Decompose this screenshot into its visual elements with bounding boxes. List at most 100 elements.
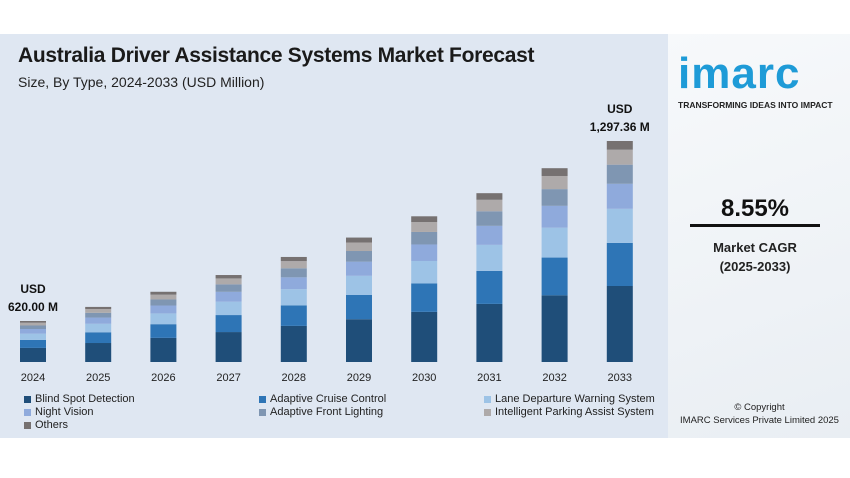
bar-segment (476, 303, 503, 362)
bar-segment (85, 306, 112, 310)
bar-segment (150, 337, 177, 362)
bar-segment (150, 305, 177, 314)
bar-segment (280, 325, 307, 362)
x-tick-label: 2028 (282, 372, 306, 384)
bar-segment (476, 244, 503, 271)
bar-segment (606, 242, 633, 287)
bar-segment (476, 199, 503, 212)
bar-segment (346, 319, 372, 362)
bar-segment (541, 189, 568, 206)
bar-segment (606, 149, 633, 165)
legend-swatch (259, 409, 266, 416)
bar-segment (411, 311, 438, 362)
legend-item: Others (24, 419, 259, 432)
bar-segment (346, 237, 372, 243)
legend-label: Lane Departure Warning System (495, 393, 655, 405)
bar-segment (20, 322, 46, 326)
cagr-label: Market CAGR (2025-2033) (690, 238, 820, 276)
legend-item: Adaptive Cruise Control (259, 393, 484, 406)
chart-title: Australia Driver Assistance Systems Mark… (18, 44, 535, 67)
cagr-label-text: Market CAGR (713, 240, 797, 255)
bar-segment (85, 317, 112, 324)
copyright: © Copyright IMARC Services Private Limite… (672, 401, 847, 427)
bar-segment (280, 256, 307, 262)
x-tick-label: 2027 (216, 372, 240, 384)
bar-segment (215, 301, 242, 316)
bar-segment (476, 211, 503, 226)
x-tick-label: 2026 (151, 372, 175, 384)
cagr-divider (690, 224, 820, 227)
x-tick-label: 2024 (21, 372, 45, 384)
bar-segment (541, 168, 568, 176)
info-panel (668, 34, 850, 438)
legend: Blind Spot Detection Adaptive Cruise Cont… (24, 393, 664, 432)
legend-item: Night Vision (24, 406, 259, 419)
bar-segment (541, 257, 568, 296)
legend-label: Blind Spot Detection (35, 393, 135, 405)
bar-segment (20, 329, 46, 334)
bar-segment (280, 305, 307, 326)
legend-label: Adaptive Cruise Control (270, 393, 387, 405)
legend-swatch (484, 409, 491, 416)
brand-tagline: TRANSFORMING IDEAS INTO IMPACT (678, 100, 833, 110)
bar-segment (541, 295, 568, 362)
legend-item: Adaptive Front Lighting (259, 406, 484, 419)
bar-segment (215, 291, 242, 302)
bar-chart: 2024 2025 2026 2027 2028 2029 2030 2031 2032 2033… (8, 102, 650, 384)
legend-label: Adaptive Front Lighting (270, 406, 384, 418)
legend-item: Intelligent Parking Assist System (484, 406, 664, 419)
bar-segment (85, 332, 112, 344)
legend-label: Intelligent Parking Assist System (495, 406, 654, 418)
chart-subtitle: Size, By Type, 2024-2033 (USD Million) (18, 74, 265, 90)
bar-segment (280, 268, 307, 278)
bar-segment (606, 286, 633, 362)
x-tick-label: 2029 (347, 372, 371, 384)
x-tick-label: 2031 (477, 372, 501, 384)
bar-segment (411, 231, 438, 245)
bar-segment (411, 244, 438, 261)
imarc-logo: imarc (678, 49, 801, 98)
bar-segment (20, 325, 46, 330)
bar-segment (85, 343, 112, 362)
legend-label: Night Vision (35, 406, 94, 418)
cagr-period: (2025-2033) (719, 259, 791, 274)
bar-segment (606, 183, 633, 209)
bar-segment (476, 270, 503, 304)
legend-label: Others (35, 419, 69, 431)
legend-swatch (24, 396, 31, 403)
legend-item: Lane Departure Warning System (484, 393, 664, 406)
bar-segment (85, 309, 112, 313)
bar-segment (476, 193, 503, 200)
bar-segment (411, 260, 438, 284)
bar-segment (150, 291, 177, 295)
copyright-line2: IMARC Services Private Limited 2025 (680, 415, 839, 426)
bar-segment (476, 225, 503, 245)
bar-segment (606, 164, 633, 184)
legend-swatch (24, 422, 31, 429)
legend-swatch (259, 396, 266, 403)
bar-segment (215, 284, 242, 292)
bar-segment (20, 339, 46, 348)
bar-segment (606, 208, 633, 243)
x-tick-label: 2032 (542, 372, 566, 384)
bar-segment (20, 333, 46, 340)
bar-segment (150, 324, 177, 338)
x-tick-label: 2025 (86, 372, 110, 384)
x-tick-label: 2030 (412, 372, 436, 384)
bar-segment (150, 294, 177, 300)
bar-segment (541, 175, 568, 190)
bar-segment (150, 313, 177, 325)
bar-segment (85, 312, 112, 318)
bar-segment (606, 141, 633, 150)
bar-segment (346, 275, 372, 295)
bar-segment (411, 216, 438, 223)
bar-segment (280, 277, 307, 290)
bar-segment (346, 261, 372, 276)
bar-segment (541, 227, 568, 258)
copyright-line1: © Copyright (734, 402, 785, 413)
legend-swatch (24, 409, 31, 416)
bar-segment (215, 315, 242, 333)
bar-segment (150, 299, 177, 306)
bar-segment (215, 275, 242, 279)
bar-segment (20, 321, 46, 323)
